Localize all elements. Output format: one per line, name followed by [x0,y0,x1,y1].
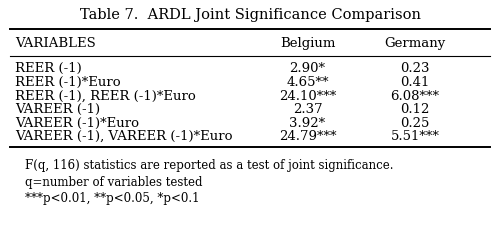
Text: 0.41: 0.41 [400,76,430,89]
Text: 0.23: 0.23 [400,62,430,75]
Text: ***p<0.01, **p<0.05, *p<0.1: ***p<0.01, **p<0.05, *p<0.1 [25,191,200,204]
Text: 24.10***: 24.10*** [279,89,336,102]
Text: REER (-1)*Euro: REER (-1)*Euro [15,76,120,89]
Text: 24.79***: 24.79*** [279,130,336,143]
Text: F(q, 116) statistics are reported as a test of joint significance.: F(q, 116) statistics are reported as a t… [25,159,394,172]
Text: Germany: Germany [384,37,446,50]
Text: Table 7.  ARDL Joint Significance Comparison: Table 7. ARDL Joint Significance Compari… [80,8,420,22]
Text: q=number of variables tested: q=number of variables tested [25,175,203,188]
Text: VAREER (-1)*Euro: VAREER (-1)*Euro [15,116,139,129]
Text: 4.65**: 4.65** [286,76,329,89]
Text: 3.92*: 3.92* [290,116,326,129]
Text: 0.25: 0.25 [400,116,430,129]
Text: VAREER (-1), VAREER (-1)*Euro: VAREER (-1), VAREER (-1)*Euro [15,130,233,143]
Text: 5.51***: 5.51*** [390,130,440,143]
Text: VAREER (-1): VAREER (-1) [15,103,100,116]
Text: VARIABLES: VARIABLES [15,37,96,50]
Text: 2.37: 2.37 [292,103,322,116]
Text: 2.90*: 2.90* [290,62,326,75]
Text: 6.08***: 6.08*** [390,89,440,102]
Text: REER (-1), REER (-1)*Euro: REER (-1), REER (-1)*Euro [15,89,196,102]
Text: Belgium: Belgium [280,37,335,50]
Text: 0.12: 0.12 [400,103,430,116]
Text: REER (-1): REER (-1) [15,62,82,75]
